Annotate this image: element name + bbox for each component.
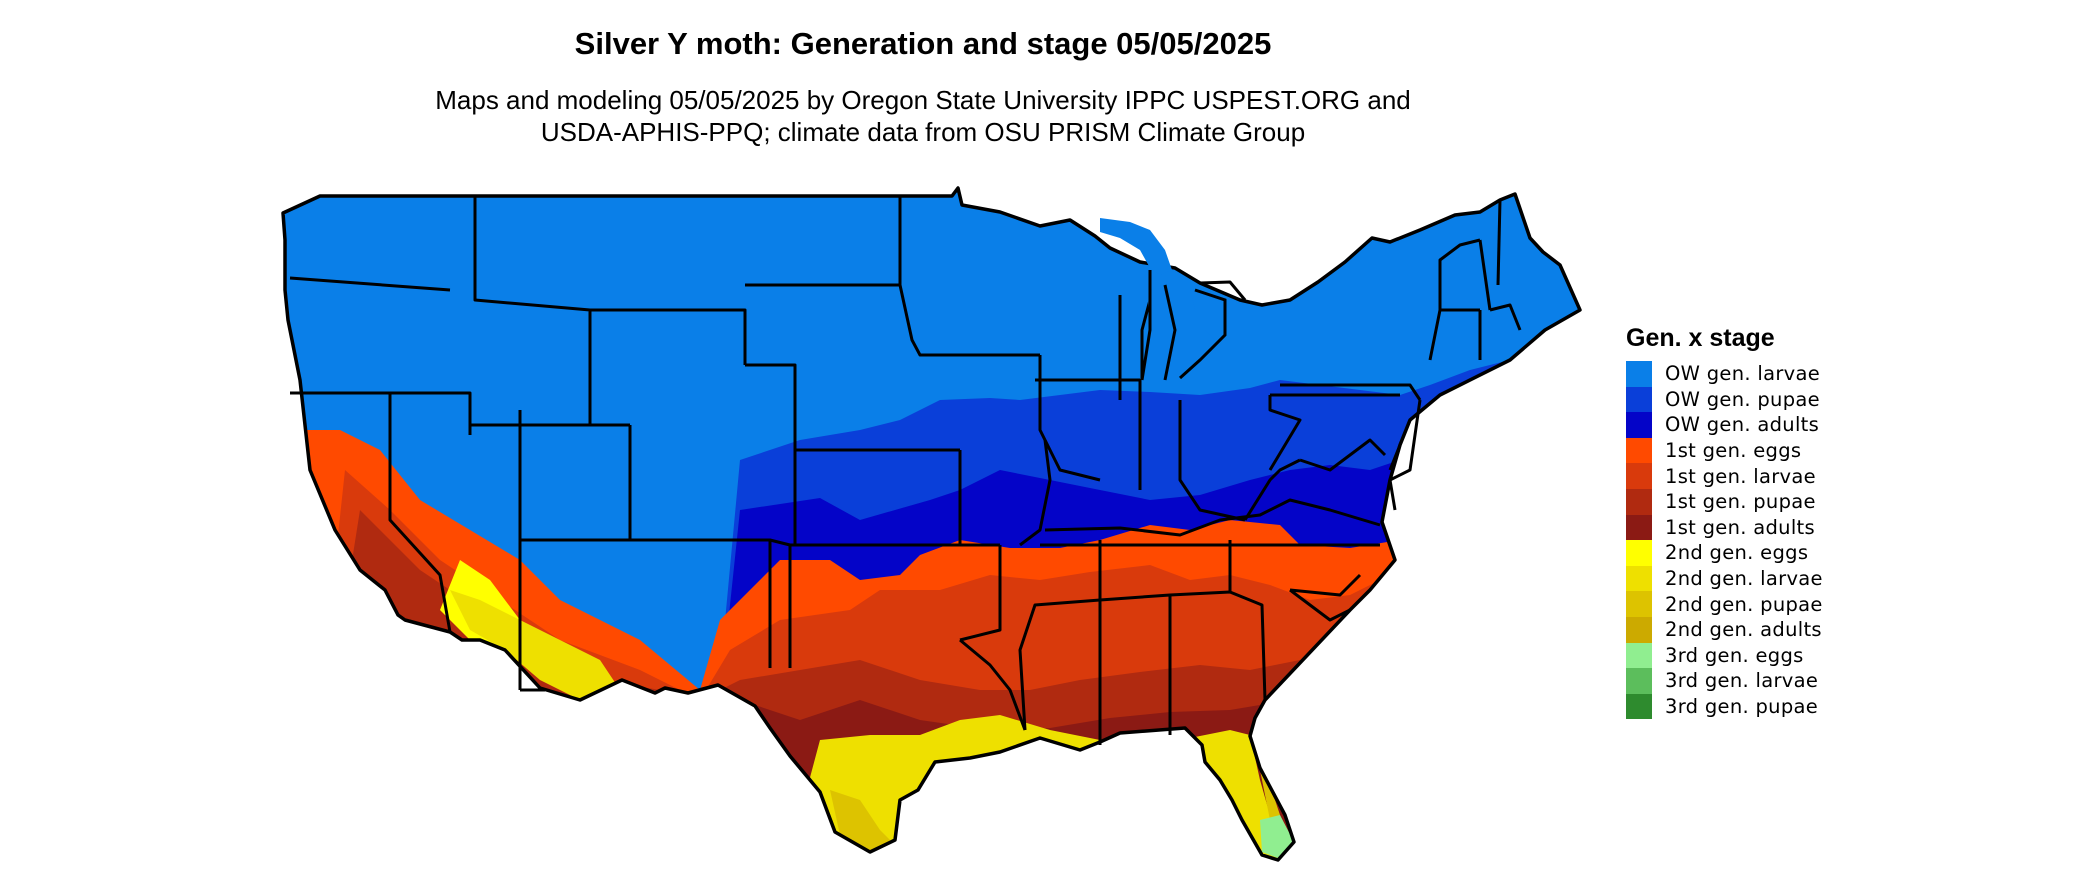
legend-item: OW gen. adults [1626, 412, 1823, 438]
legend-item: OW gen. larvae [1626, 361, 1823, 387]
legend-item: 1st gen. adults [1626, 514, 1823, 541]
legend-swatch [1626, 591, 1652, 617]
legend-item: 2nd gen. eggs [1626, 540, 1823, 566]
legend-label: 3rd gen. eggs [1665, 643, 1804, 667]
legend-swatch [1626, 668, 1652, 694]
legend-label: 2nd gen. adults [1665, 618, 1822, 642]
legend-label: 1st gen. adults [1665, 515, 1815, 539]
legend-item: 2nd gen. pupae [1626, 591, 1823, 617]
legend-swatch [1626, 437, 1652, 464]
legend-item: 1st gen. eggs [1626, 437, 1823, 464]
great-lakes-shoreline [1140, 270, 1227, 381]
legend-label: 3rd gen. pupae [1665, 695, 1819, 719]
us-outline [281, 186, 1582, 862]
legend-label: 2nd gen. eggs [1665, 541, 1809, 565]
zone-2nd-larvae-gulf [780, 715, 1580, 860]
legend-label: 1st gen. larvae [1665, 464, 1816, 488]
legend-label: 2nd gen. pupae [1665, 592, 1823, 616]
legend-swatch [1626, 463, 1652, 489]
legend-label: 1st gen. eggs [1665, 439, 1802, 463]
map-subtitle: Maps and modeling 05/05/2025 by Oregon S… [0, 84, 1846, 148]
subtitle-line-1: Maps and modeling 05/05/2025 by Oregon S… [435, 85, 1411, 115]
legend-item: 2nd gen. larvae [1626, 565, 1823, 592]
legend-item: OW gen. pupae [1626, 386, 1823, 413]
legend-swatch [1626, 642, 1652, 669]
legend-swatch [1626, 412, 1652, 438]
legend-swatch [1626, 693, 1652, 720]
legend-swatch [1626, 616, 1652, 643]
legend-label: 1st gen. pupae [1665, 490, 1816, 514]
legend-swatch [1626, 514, 1652, 541]
zone-3rd-eggs [1260, 815, 1294, 858]
great-lakes-islands [1100, 218, 1225, 350]
legend-item: 3rd gen. pupae [1626, 693, 1823, 720]
state-borders [289, 196, 1522, 745]
legend-item: 2nd gen. adults [1626, 616, 1823, 643]
subtitle-line-2: USDA-APHIS-PPQ; climate data from OSU PR… [540, 117, 1306, 147]
legend-swatch [1626, 540, 1652, 566]
map-title: Silver Y moth: Generation and stage 05/0… [574, 26, 1272, 61]
legend-swatch [1626, 361, 1652, 387]
legend-item: 1st gen. larvae [1626, 463, 1823, 489]
legend-item: 3rd gen. eggs [1626, 642, 1823, 669]
legend-label: OW gen. pupae [1665, 387, 1820, 411]
legend-swatch [1626, 565, 1652, 592]
legend-item: 1st gen. pupae [1626, 488, 1823, 515]
legend-item: 3rd gen. larvae [1626, 668, 1823, 694]
zone-2nd-larvae-southwest [450, 590, 620, 700]
legend: Gen. x stage OW gen. larvae OW gen. pupa… [1626, 324, 1823, 720]
legend-label: OW gen. adults [1665, 413, 1820, 437]
legend-swatch [1626, 386, 1652, 413]
legend-title: Gen. x stage [1626, 324, 1775, 352]
legend-label: 2nd gen. larvae [1665, 567, 1823, 591]
legend-label: OW gen. larvae [1665, 362, 1821, 386]
legend-label: 3rd gen. larvae [1665, 669, 1819, 693]
legend-swatch [1626, 488, 1652, 515]
